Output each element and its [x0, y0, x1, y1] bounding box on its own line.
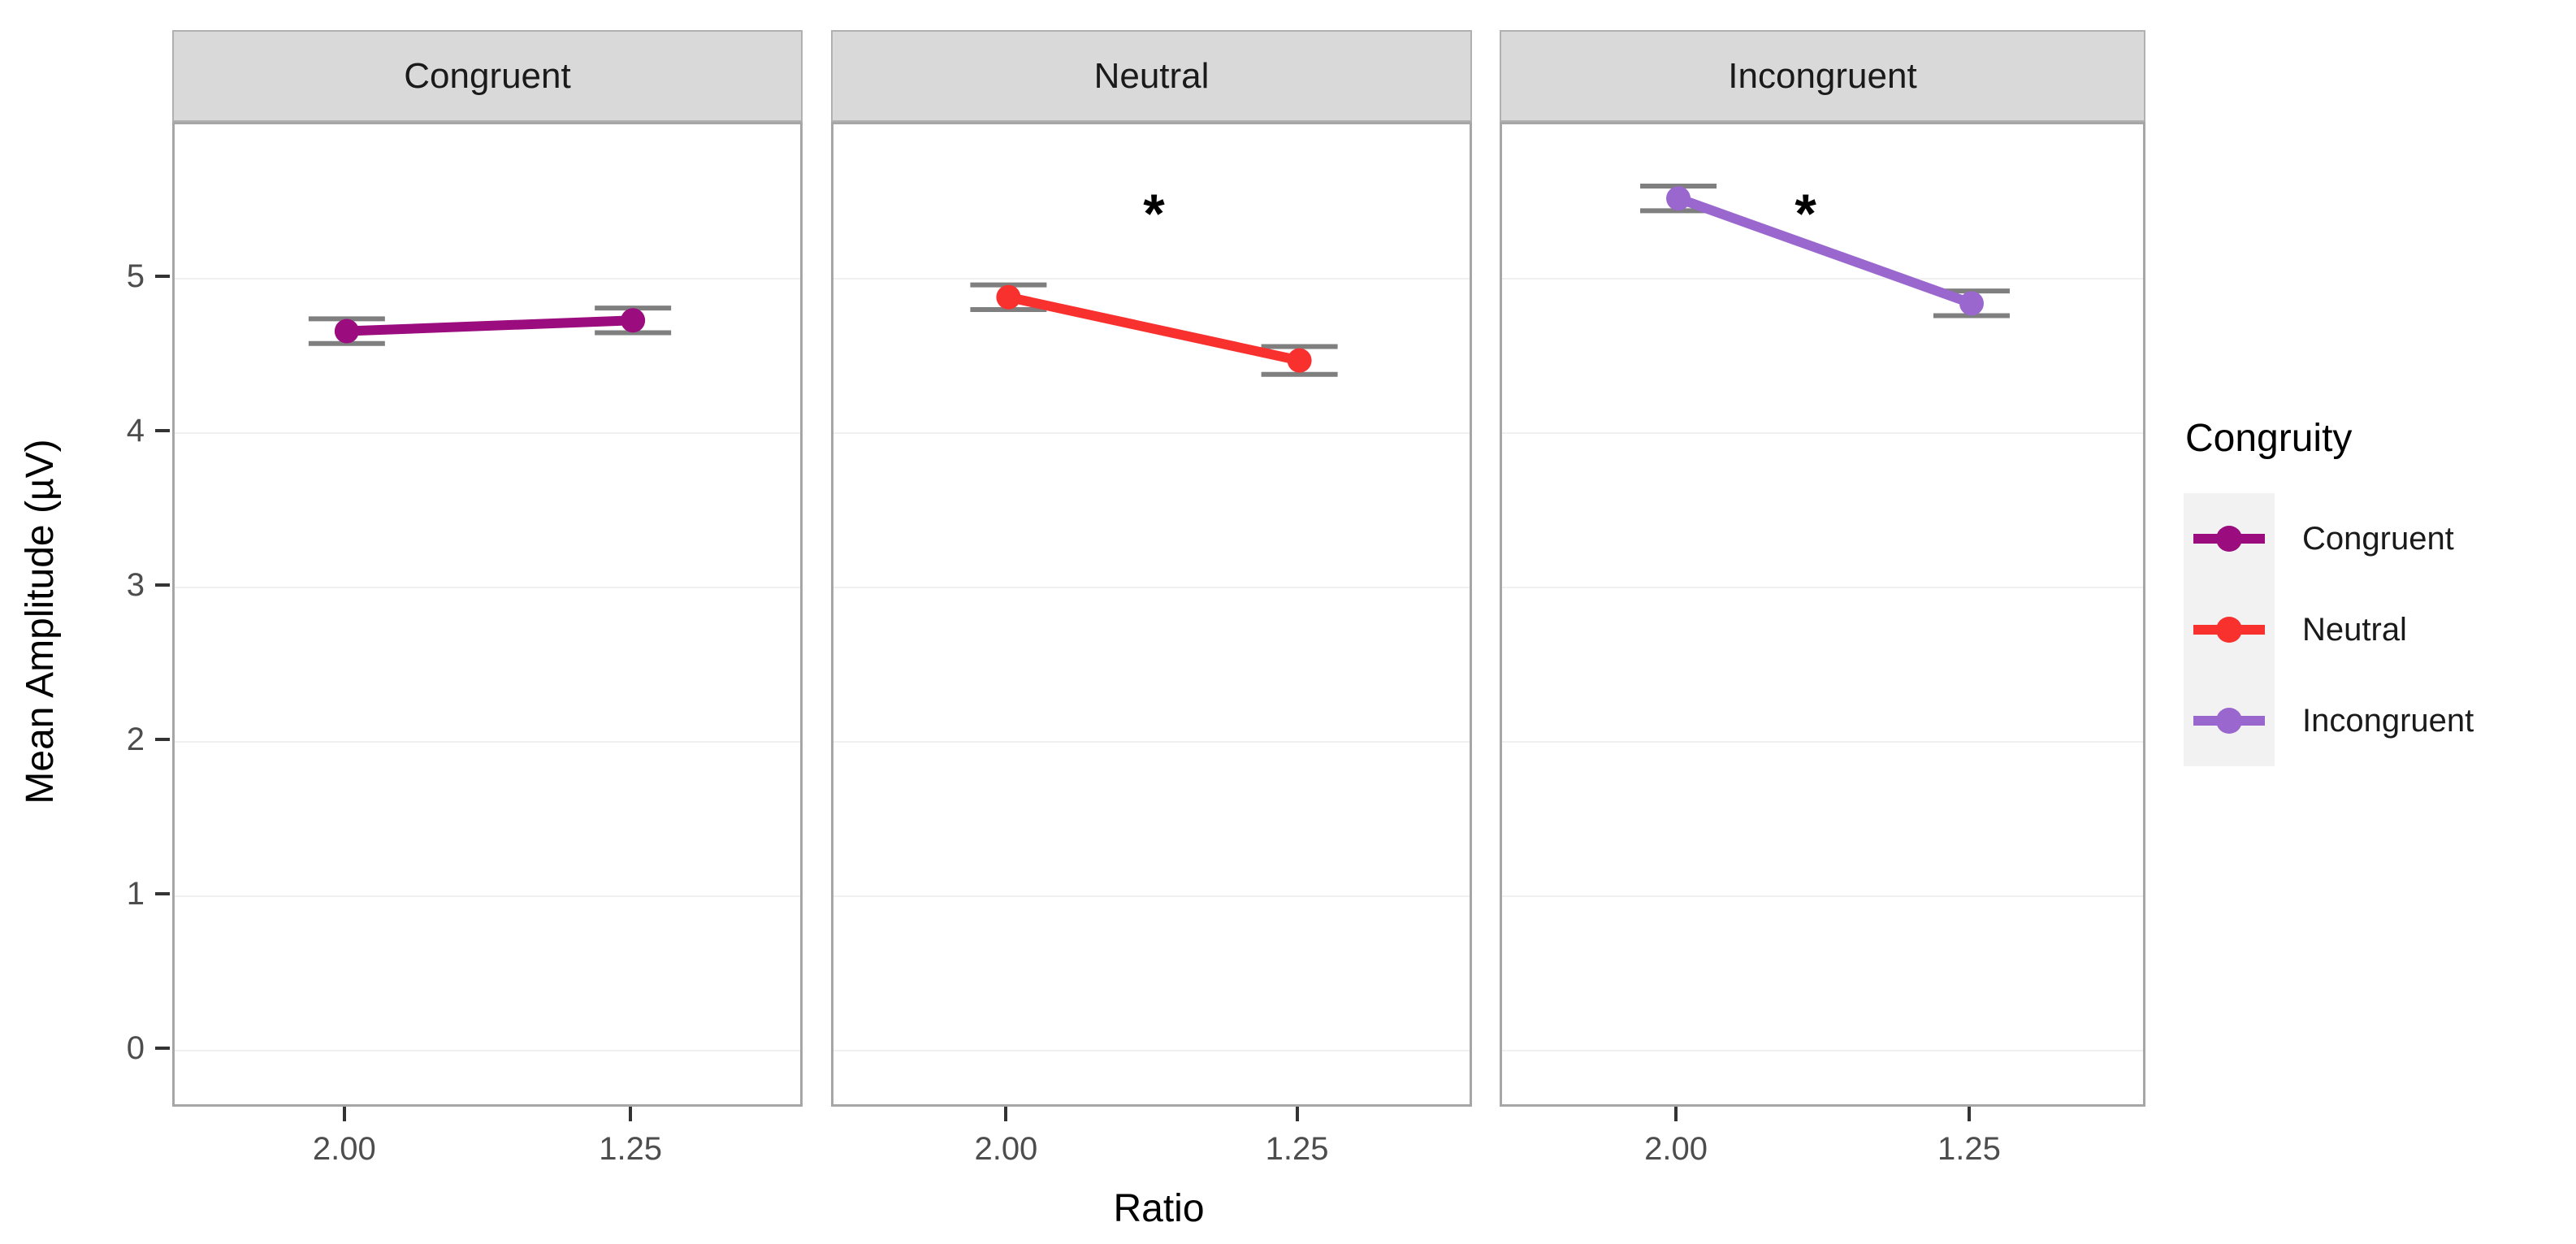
- legend: Congruity Congruent Neutral Incongruent: [2184, 416, 2574, 766]
- y-tick-label: 1: [126, 875, 145, 912]
- facet-strip-label: Neutral: [1093, 55, 1210, 96]
- legend-key: [2184, 675, 2275, 766]
- facet-strip: Incongruent: [1500, 30, 2145, 122]
- facet-strip-label: Incongruent: [1728, 55, 1917, 96]
- legend-key-point: [2216, 526, 2242, 552]
- x-tick-label: 1.25: [1265, 1131, 1329, 1167]
- x-tick-label: 2.00: [974, 1131, 1038, 1167]
- gridline: [1502, 1049, 2143, 1051]
- gridline: [175, 740, 800, 743]
- data-point: [334, 319, 359, 344]
- gridline: [833, 895, 1470, 897]
- facet-strip: Neutral: [831, 30, 1472, 122]
- y-tick-mark: [155, 274, 170, 278]
- y-tick-mark: [155, 428, 170, 432]
- y-tick-mark: [155, 1046, 170, 1050]
- x-tick-label: 1.25: [1937, 1131, 2001, 1167]
- gridline: [1502, 586, 2143, 588]
- legend-entry: Incongruent: [2184, 675, 2574, 766]
- facet-data-layer: [1640, 183, 2010, 319]
- gridline: [833, 586, 1470, 588]
- gridline: [175, 586, 800, 588]
- legend-entry-label: Congruent: [2302, 520, 2454, 557]
- facet-data-layer: [970, 282, 1338, 377]
- gridline: [175, 277, 800, 280]
- gridline: [175, 431, 800, 434]
- series-line: [1003, 292, 1305, 366]
- facet-strip-label: Congruent: [404, 55, 571, 96]
- y-tick-label: 3: [126, 566, 145, 603]
- significance-star: *: [1795, 183, 1816, 245]
- x-tick-mark: [1967, 1107, 1971, 1121]
- y-tick-mark: [155, 583, 170, 587]
- x-tick-label: 2.00: [1644, 1131, 1708, 1167]
- legend-key: [2184, 493, 2275, 584]
- gridline: [1502, 431, 2143, 434]
- gridline: [833, 1049, 1470, 1051]
- facet-strip: Congruent: [172, 30, 803, 122]
- legend-key-glyph: [2193, 708, 2265, 734]
- y-tick-label: 4: [126, 412, 145, 449]
- legend-entry: Congruent: [2184, 493, 2574, 584]
- legend-key-point: [2216, 617, 2242, 643]
- facet-panel: *: [1500, 122, 2145, 1107]
- x-axis-title: Ratio: [1113, 1187, 1205, 1230]
- facet-panel: [172, 122, 803, 1107]
- legend-entry-label: Neutral: [2302, 611, 2407, 648]
- legend-key-glyph: [2193, 617, 2265, 643]
- data-point: [1666, 186, 1691, 211]
- gridline: [833, 277, 1470, 280]
- significance-star: *: [1143, 183, 1165, 245]
- gridline: [1502, 895, 2143, 897]
- y-tick-label: 5: [126, 258, 145, 294]
- legend-entry-label: Incongruent: [2302, 702, 2474, 739]
- series-line: [341, 315, 639, 336]
- legend-entries: Congruent Neutral Incongruent: [2184, 493, 2574, 766]
- data-point: [1287, 348, 1312, 373]
- y-tick-mark: [155, 891, 170, 895]
- x-tick-label: 1.25: [599, 1131, 663, 1167]
- x-tick-label: 2.00: [312, 1131, 376, 1167]
- legend-key-glyph: [2193, 526, 2265, 552]
- gridline: [1502, 277, 2143, 280]
- data-point: [1959, 291, 1984, 316]
- legend-title: Congruity: [2185, 417, 2353, 460]
- x-tick-mark: [1004, 1107, 1008, 1121]
- y-tick-label: 2: [126, 721, 145, 757]
- legend-entry: Neutral: [2184, 584, 2574, 675]
- data-point: [621, 308, 646, 333]
- facet-data-layer: [308, 306, 672, 346]
- x-tick-mark: [1295, 1107, 1299, 1121]
- data-point: [996, 284, 1021, 310]
- gridline: [833, 431, 1470, 434]
- gridline: [1502, 740, 2143, 743]
- x-tick-mark: [342, 1107, 346, 1121]
- series-line: [1673, 193, 1976, 309]
- gridline: [175, 895, 800, 897]
- gridline: [175, 1049, 800, 1051]
- gridline: [833, 740, 1470, 743]
- facet-panel: *: [831, 122, 1472, 1107]
- x-tick-mark: [629, 1107, 633, 1121]
- y-tick-label: 0: [126, 1029, 145, 1066]
- y-tick-mark: [155, 737, 170, 741]
- x-tick-mark: [1674, 1107, 1678, 1121]
- legend-key: [2184, 584, 2275, 675]
- legend-key-point: [2216, 708, 2242, 734]
